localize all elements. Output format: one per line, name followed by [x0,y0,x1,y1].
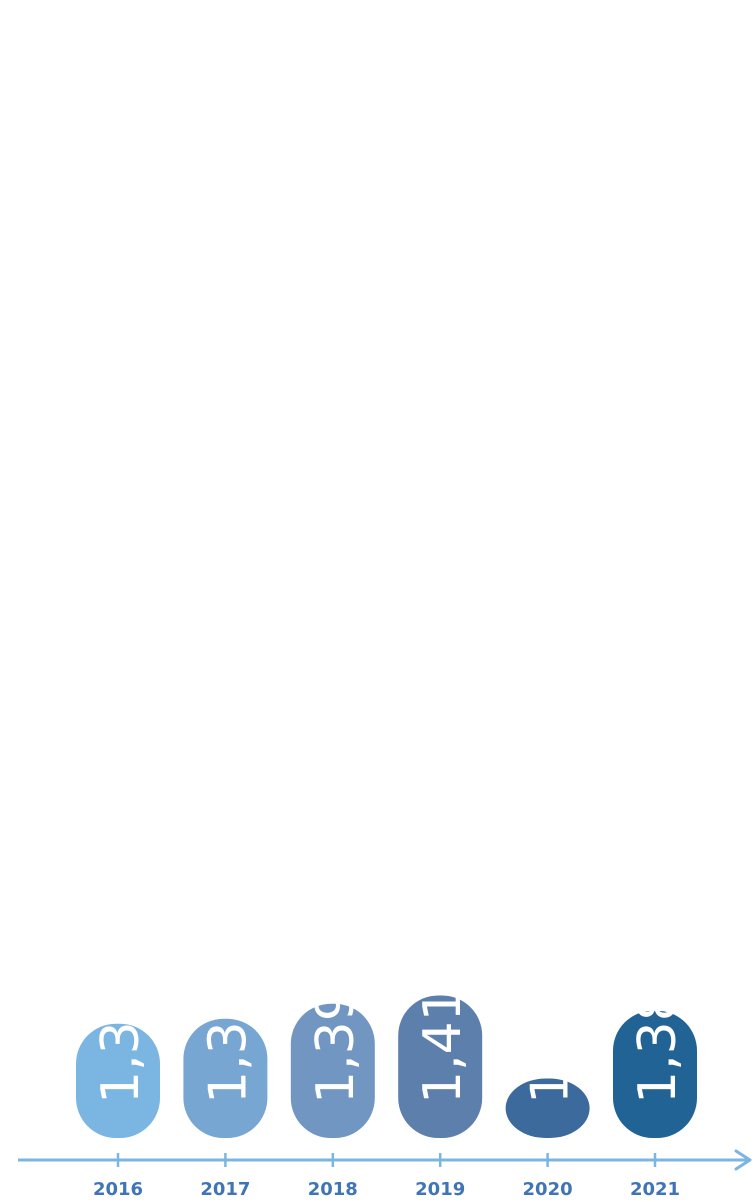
bar-2020 [505,1078,590,1138]
bar-value-label: 1,364,478 [198,839,258,1104]
bar-2016 [76,1023,160,1138]
bar-value-label: 1,397,691 [306,839,366,1104]
bar-2019 [398,995,483,1138]
x-tick-label: 2021 [630,1179,680,1200]
bar-2021 [613,1010,697,1138]
bar-value-label: 1,416,228 [413,839,473,1104]
x-tick-label: 2016 [93,1179,143,1200]
bars-group: 1,353,515 1,364,478 1,397,691 1,416,228 1,23… [76,839,697,1138]
x-axis [18,1149,752,1171]
x-tick-label: 2019 [415,1179,465,1200]
bar-2017 [183,1018,268,1138]
bar-value-label: 1,353,515 [91,839,151,1104]
bar-2018 [290,1003,375,1138]
x-axis-arrow-icon [734,1149,752,1171]
x-tick-label: 2020 [523,1179,573,1200]
bar-value-label: 1,231,848 [521,839,581,1104]
bar-value-label: 1,382,443 [628,839,688,1104]
x-tick-label: 2018 [308,1179,358,1200]
x-tick-label: 2017 [200,1179,250,1200]
x-axis-ticks: 2016 2017 2018 2019 2020 2021 [93,1153,680,1200]
